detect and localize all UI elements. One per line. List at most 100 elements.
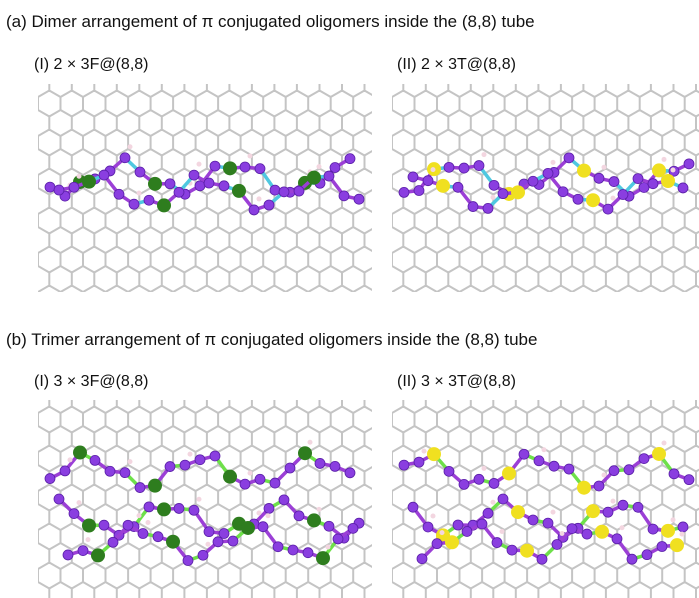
hydrogen-atom <box>86 537 91 542</box>
carbon-atom <box>204 527 214 537</box>
heteroatom <box>166 535 180 549</box>
carbon-atom <box>129 199 139 209</box>
carbon-atom <box>189 170 199 180</box>
carbon-atom <box>543 168 553 178</box>
heteroatom <box>82 175 96 189</box>
hydrogen-atom <box>146 520 151 525</box>
hydrogen-atom <box>671 168 676 173</box>
hydrogen-atom <box>266 513 271 518</box>
carbon-atom <box>483 508 493 518</box>
carbon-atom <box>324 171 334 181</box>
carbon-atom <box>348 523 358 533</box>
carbon-atom <box>198 550 208 560</box>
hydrogen-atom <box>137 191 142 196</box>
carbon-atom <box>624 465 634 475</box>
carbon-atom <box>204 178 214 188</box>
carbon-atom <box>462 526 472 536</box>
molecule-image <box>392 400 699 598</box>
heteroatom <box>91 548 105 562</box>
hydrogen-atom <box>542 447 547 452</box>
hydrogen-atom <box>491 500 496 505</box>
hydrogen-atom <box>602 165 607 170</box>
hydrogen-atom <box>248 471 253 476</box>
carbon-atom <box>174 503 184 513</box>
carbon-atom <box>567 524 577 534</box>
hydrogen-atom <box>551 160 556 165</box>
carbon-atom <box>255 164 265 174</box>
hydrogen-atom <box>317 164 322 169</box>
carbon-atom <box>639 182 649 192</box>
heteroatom <box>73 446 87 460</box>
heteroatom <box>157 198 171 212</box>
carbon-atom <box>609 177 619 187</box>
hydrogen-atom <box>500 529 505 534</box>
carbon-atom <box>519 449 529 459</box>
subpanel-label: (I) 2 × 3F@(8,8) <box>34 56 149 74</box>
carbon-atom <box>603 204 613 214</box>
carbon-atom <box>45 182 55 192</box>
heteroatom <box>307 513 321 527</box>
carbon-atom <box>279 495 289 505</box>
carbon-atom <box>474 161 484 171</box>
carbon-atom <box>255 474 265 484</box>
hydrogen-atom <box>128 459 133 464</box>
carbon-atom <box>432 539 442 549</box>
carbon-atom <box>669 469 679 479</box>
carbon-atom <box>60 466 70 476</box>
carbon-atom <box>354 194 364 204</box>
carbon-atom <box>657 542 667 552</box>
carbon-atom <box>627 554 637 564</box>
carbon-atom <box>90 455 100 465</box>
carbon-atom <box>633 174 643 184</box>
heteroatom <box>511 185 525 199</box>
carbon-atom <box>210 451 220 461</box>
carbon-atom <box>609 466 619 476</box>
carbon-atom <box>528 515 538 525</box>
hydrogen-atom <box>197 497 202 502</box>
hydrogen-atom <box>257 196 262 201</box>
carbon-atom <box>417 554 427 564</box>
carbon-atom <box>408 502 418 512</box>
nanotube-lattice <box>38 400 372 598</box>
carbon-atom <box>642 550 652 560</box>
heteroatom <box>595 525 609 539</box>
heteroatom <box>223 470 237 484</box>
subpanel-label: (II) 2 × 3T@(8,8) <box>397 56 516 74</box>
carbon-atom <box>240 479 250 489</box>
carbon-atom <box>345 154 355 164</box>
carbon-atom <box>453 182 463 192</box>
carbon-atom <box>288 545 298 555</box>
carbon-atom <box>558 187 568 197</box>
heteroatom <box>661 174 675 188</box>
figure: (a) Dimer arrangement of π conjugated ol… <box>0 0 699 598</box>
hydrogen-atom <box>560 531 565 536</box>
carbon-atom <box>69 182 79 192</box>
panel-title: (a) Dimer arrangement of π conjugated ol… <box>6 12 535 32</box>
carbon-atom <box>633 502 643 512</box>
carbon-atom <box>294 186 304 196</box>
carbon-atom <box>165 179 175 189</box>
carbon-atom <box>684 159 694 169</box>
carbon-atom <box>303 548 313 558</box>
molecule-image <box>392 84 699 292</box>
heteroatom <box>445 535 459 549</box>
carbon-atom <box>528 176 538 186</box>
hydrogen-atom <box>431 167 436 172</box>
hydrogen-atom <box>662 440 667 445</box>
carbon-atom <box>114 189 124 199</box>
carbon-atom <box>45 474 55 484</box>
carbon-atom <box>564 153 574 163</box>
carbon-atom <box>408 172 418 182</box>
hydrogen-atom <box>308 440 313 445</box>
carbon-atom <box>189 505 199 515</box>
carbon-atom <box>228 536 238 546</box>
carbon-atom <box>345 468 355 478</box>
carbon-atom <box>195 455 205 465</box>
carbon-atom <box>165 462 175 472</box>
carbon-atom <box>174 187 184 197</box>
carbon-atom <box>285 463 295 473</box>
carbon-atom <box>684 475 694 485</box>
heteroatom <box>586 504 600 518</box>
heteroatom <box>652 447 666 461</box>
molecule-image <box>38 84 372 292</box>
